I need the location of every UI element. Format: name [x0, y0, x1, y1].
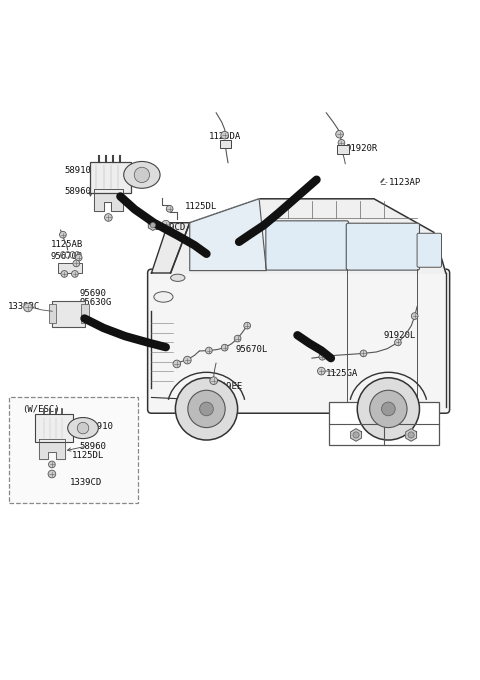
- Ellipse shape: [154, 292, 173, 302]
- Circle shape: [183, 356, 191, 364]
- FancyBboxPatch shape: [266, 221, 348, 270]
- Text: 1339BC: 1339BC: [8, 302, 40, 311]
- Text: 58910: 58910: [65, 166, 92, 175]
- Text: 1125AB: 1125AB: [51, 240, 83, 249]
- Circle shape: [336, 131, 343, 138]
- Bar: [35, 413, 73, 443]
- Polygon shape: [190, 199, 266, 271]
- Text: 1339CD: 1339CD: [70, 478, 102, 487]
- Circle shape: [61, 271, 68, 277]
- Polygon shape: [39, 439, 65, 459]
- Circle shape: [382, 402, 395, 415]
- Text: 1339CC: 1339CC: [340, 413, 373, 422]
- FancyBboxPatch shape: [9, 397, 138, 503]
- Ellipse shape: [170, 274, 185, 282]
- Circle shape: [60, 231, 66, 238]
- Circle shape: [134, 167, 150, 182]
- Ellipse shape: [68, 418, 98, 439]
- Polygon shape: [152, 223, 190, 273]
- FancyBboxPatch shape: [346, 223, 420, 270]
- Bar: [52, 301, 85, 327]
- Circle shape: [234, 335, 241, 342]
- Text: 91920R: 91920R: [345, 144, 378, 153]
- Text: 1129EE: 1129EE: [211, 382, 243, 392]
- Text: 1125DA: 1125DA: [209, 132, 241, 141]
- Circle shape: [318, 367, 325, 375]
- Circle shape: [411, 313, 418, 320]
- Bar: [220, 140, 231, 148]
- Circle shape: [175, 378, 238, 440]
- Circle shape: [205, 347, 212, 354]
- Polygon shape: [406, 428, 417, 441]
- Bar: [48, 304, 56, 323]
- Text: 58910: 58910: [87, 422, 114, 430]
- Text: 58960: 58960: [80, 442, 107, 451]
- Circle shape: [73, 260, 80, 267]
- Polygon shape: [152, 199, 446, 273]
- Text: 1125DL: 1125DL: [185, 203, 217, 211]
- Text: 1339GA: 1339GA: [407, 413, 439, 422]
- Text: 95690: 95690: [80, 288, 107, 298]
- Text: 1125DL: 1125DL: [72, 452, 104, 460]
- FancyBboxPatch shape: [148, 269, 450, 413]
- Polygon shape: [148, 220, 157, 231]
- Circle shape: [360, 350, 367, 357]
- Circle shape: [75, 254, 82, 261]
- Bar: [58, 263, 82, 273]
- Polygon shape: [351, 428, 361, 441]
- Circle shape: [173, 360, 180, 368]
- Text: 1123AP: 1123AP: [388, 177, 420, 186]
- Circle shape: [338, 139, 345, 146]
- Circle shape: [200, 402, 213, 415]
- Circle shape: [105, 214, 112, 221]
- Text: 1125GA: 1125GA: [326, 369, 359, 378]
- Circle shape: [221, 131, 228, 139]
- Circle shape: [162, 220, 169, 228]
- Text: 95670L: 95670L: [235, 345, 267, 354]
- Circle shape: [48, 461, 55, 468]
- Bar: [81, 304, 89, 323]
- Circle shape: [353, 432, 359, 438]
- Circle shape: [370, 390, 407, 428]
- Circle shape: [408, 432, 414, 438]
- Circle shape: [221, 344, 228, 351]
- Circle shape: [210, 377, 217, 384]
- Bar: [90, 162, 131, 193]
- Text: (W/ESC): (W/ESC): [22, 405, 60, 414]
- Text: 95670R: 95670R: [51, 252, 83, 260]
- Circle shape: [166, 205, 173, 212]
- Bar: [337, 146, 349, 154]
- Circle shape: [395, 339, 401, 345]
- Circle shape: [188, 390, 225, 428]
- Bar: [328, 402, 439, 445]
- Text: 95630G: 95630G: [80, 298, 112, 307]
- Circle shape: [357, 378, 420, 440]
- Circle shape: [48, 470, 56, 478]
- Ellipse shape: [124, 161, 160, 188]
- Polygon shape: [94, 189, 123, 211]
- Circle shape: [24, 303, 32, 311]
- FancyBboxPatch shape: [417, 233, 442, 267]
- Circle shape: [150, 222, 156, 228]
- Text: 91920L: 91920L: [384, 330, 416, 340]
- Text: 58960: 58960: [65, 187, 92, 196]
- Text: 1339CD: 1339CD: [154, 223, 186, 232]
- Circle shape: [72, 271, 78, 277]
- Circle shape: [77, 422, 89, 434]
- Circle shape: [319, 354, 325, 360]
- Circle shape: [244, 322, 251, 329]
